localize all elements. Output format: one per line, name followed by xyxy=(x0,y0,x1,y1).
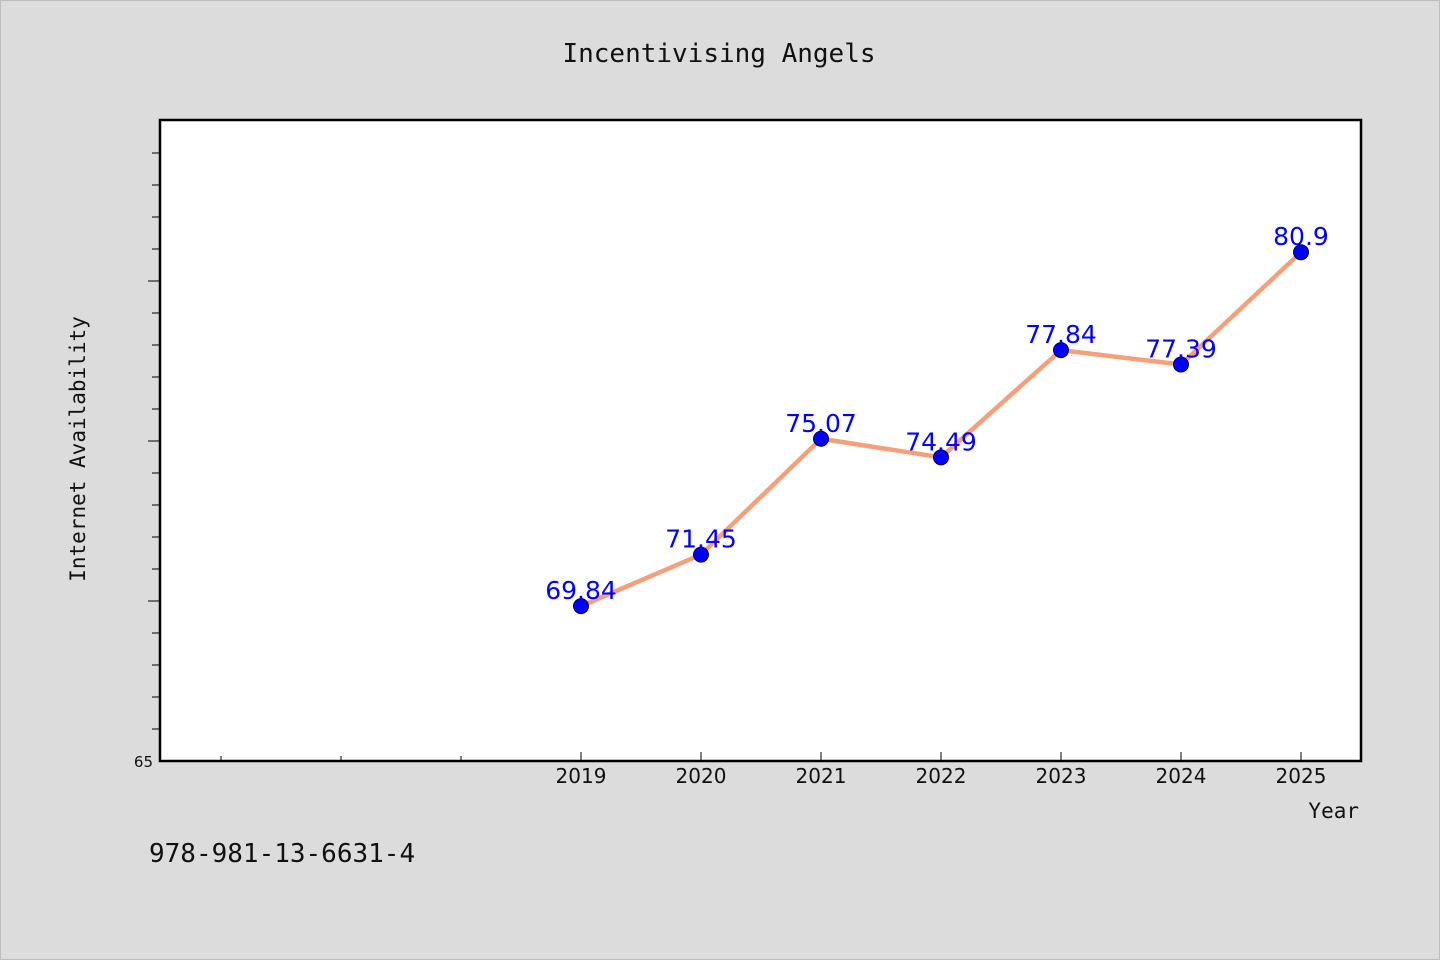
x-tick-label: 2021 xyxy=(796,764,847,788)
data-point xyxy=(573,598,589,615)
data-label: 75.07 xyxy=(785,409,857,438)
isbn-text: 978-981-13-6631-4 xyxy=(149,839,415,869)
series-layer: 69.84 71.45 75.07 74.49 77.84 77.39 80.9 xyxy=(545,222,1329,615)
x-axis-title: Year xyxy=(1308,799,1359,823)
x-tick-label: 2024 xyxy=(1156,764,1207,788)
x-tick-labels: 2019 2020 2021 2022 2023 2024 2025 xyxy=(556,764,1327,788)
x-tick-label: 2022 xyxy=(916,764,967,788)
data-label: 80.9 xyxy=(1273,222,1329,251)
data-label: 77.39 xyxy=(1145,335,1217,364)
data-label: 77.84 xyxy=(1025,320,1097,349)
data-point xyxy=(813,430,829,447)
x-tick-label: 2023 xyxy=(1036,764,1087,788)
data-label: 74.49 xyxy=(905,427,977,456)
data-point xyxy=(693,546,709,563)
data-point xyxy=(1053,342,1069,359)
data-label: 71.45 xyxy=(665,525,737,554)
chart-title: Incentivising Angels xyxy=(562,39,875,69)
x-tick-label: 2019 xyxy=(556,764,607,788)
data-point xyxy=(1293,244,1309,261)
data-point xyxy=(1173,356,1189,373)
data-label: 69.84 xyxy=(545,576,617,605)
data-point xyxy=(933,449,949,466)
plot-area xyxy=(158,118,1363,763)
x-tick-label: 2020 xyxy=(676,764,727,788)
x-tick-label: 2025 xyxy=(1276,764,1327,788)
y-axis-title: Internet Availability xyxy=(66,316,90,582)
y-axis-ticks xyxy=(148,152,160,730)
x-axis-ticks xyxy=(220,752,1302,761)
y-tick-label: 65 xyxy=(134,753,153,771)
